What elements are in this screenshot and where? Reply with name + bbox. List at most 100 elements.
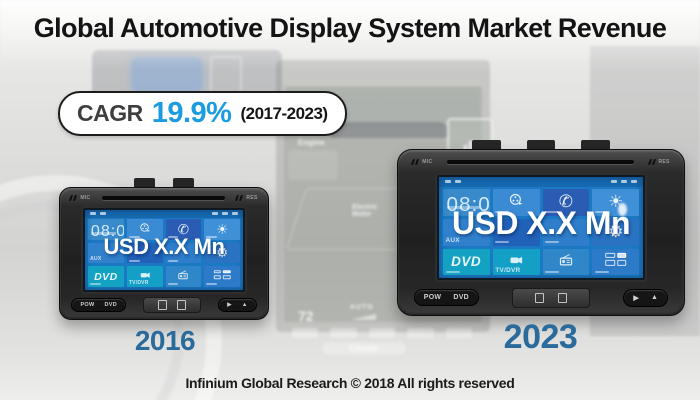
page-title: Global Automotive Display System Market … [33,13,667,43]
tile-clock: 08:04 [442,188,490,216]
revenue-2016: USD X.X Mn [103,233,225,259]
tile-dvd: DVD [442,248,490,276]
cagr-badge: CAGR 19.9% (2017-2023) [58,91,347,136]
mic-slits-icon [411,159,420,166]
pow-button: POW [423,294,442,302]
year-label-2016: 2016 [134,325,196,356]
sd-card-icon [535,292,545,303]
loop-icon [222,212,229,216]
play-button: ▶ [227,302,232,309]
cagr-label: CAGR [77,100,143,126]
device-bezel: MIC RES 08:04 [397,149,685,316]
tile-aux: AUX [442,218,490,246]
tile-navigation [126,242,163,264]
revenue-2023: USD X.X Mn [451,205,631,242]
tile-navigation [492,218,540,246]
tile-settings: ⚙ [592,218,640,246]
year-label-2023: 2023 [503,318,578,356]
electric-motor-label: Electric Motor [352,204,378,218]
tile-media [492,188,540,216]
apps-grid-icon [213,269,231,280]
gear-icon: ⚙ [608,222,624,241]
tvdvr-label: TV/DVR [495,266,521,274]
phone-icon: ✆ [177,221,189,237]
disc-slot [446,160,635,165]
cloud-icon [444,180,451,184]
tile-settings: ⚙ [204,242,240,264]
mic-label: MIC [422,159,433,166]
tile-phone: ✆ [165,219,202,240]
aux-label: AUX [445,236,460,244]
usb-icon [177,300,187,311]
loop-icon [621,180,628,184]
fan-bars [350,314,376,320]
engine-label: Engine [298,138,325,147]
tile-phone: ✆ [542,188,590,216]
usb-icon [558,292,568,303]
tile-aux: AUX [88,242,124,264]
speaker-icon [212,212,219,216]
radio-icon [559,253,573,266]
clock-date-bar [91,232,117,235]
home-icon [454,180,461,184]
eject-button: ▲ [241,302,248,309]
sun-icon: ☀ [216,221,229,237]
film-reel-icon [139,223,150,232]
mic-slits-icon [69,194,78,201]
usb-sd-panel [143,297,201,314]
clock-date-bar [446,205,480,209]
climate-button: Climate [322,342,406,355]
engine-illustration [288,150,338,180]
phone-icon: ✆ [558,192,574,212]
copyright-footer: Infinium Global Research © 2018 All righ… [185,375,515,391]
touchscreen-2023: 08:04 ✆ ☀ A [436,174,646,281]
pow-button: POW [80,302,95,309]
car-silhouette [330,122,448,138]
tile-dvd: DVD [88,266,124,288]
eject-button: ▲ [651,293,659,301]
dvd-button: DVD [104,302,117,309]
aux-label: AUX [90,256,102,263]
clock-time: 08:04 [446,192,490,216]
res-slits-icon [647,159,656,166]
device-bezel: MIC RES 08:04 [59,187,269,320]
clock-time: 08:04 [90,222,124,240]
usb-sd-panel [512,287,591,308]
dvd-logo: DVD [94,271,118,283]
disc-slot [101,195,225,200]
cloud-icon [89,212,96,216]
climate-icons-row [292,328,473,338]
head-unit-2023: MIC RES 08:04 [397,140,685,316]
auto-climate-label: AUTO [350,304,374,311]
touchscreen-2016: 08:04 ✆ ☀ A [82,207,246,292]
dvd-logo: DVD [451,254,482,270]
res-label: RES [246,194,258,201]
tile-clock: 08:04 [88,219,124,240]
tile-media [126,219,163,240]
screen-reflection [618,203,628,217]
tile-radio [165,266,202,288]
tile-radio [542,248,590,276]
film-reel-icon [509,194,523,206]
sd-card-icon [158,300,168,311]
camera-icon [140,272,150,278]
tvdvr-label: TV/DVR [128,279,149,286]
back-icon [232,212,239,216]
tile-tv-dvr: TV/DVR [126,266,163,288]
radio-icon [178,270,189,280]
tile-brightness: ☀ [592,188,640,216]
tile-apps [592,248,640,276]
tile-music [165,242,202,264]
speaker-icon [611,180,618,184]
res-label: RES [658,159,670,166]
apps-grid-icon [605,253,627,266]
temperature-readout: 72 [298,308,314,324]
tile-brightness: ☀ [204,219,240,240]
dvd-button: DVD [453,294,470,302]
play-button: ▶ [633,294,640,302]
cagr-value: 19.9% [151,97,232,129]
tile-music [542,218,590,246]
cagr-period: (2017-2023) [240,103,328,123]
gear-icon: ⚙ [216,245,229,261]
